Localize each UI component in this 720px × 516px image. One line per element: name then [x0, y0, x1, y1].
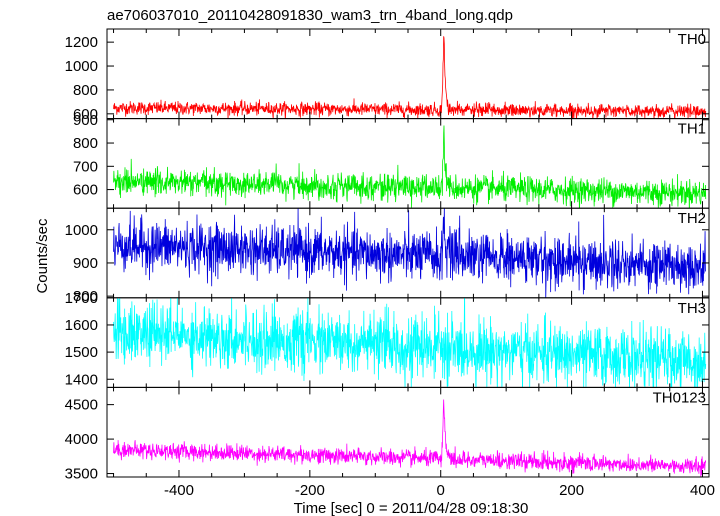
y-tick-label: 1400: [65, 371, 98, 388]
series-line-th0: [113, 36, 707, 119]
series-line-th0123: [113, 399, 707, 477]
panel-th0123: 3500 4000 4500 TH0123: [65, 386, 710, 483]
y-tick-label: 600: [73, 182, 98, 199]
chart-title: ae706037010_20110428091830_wam3_trn_4ban…: [107, 7, 513, 24]
series-label-th0: TH0: [678, 31, 706, 48]
series-label-th1: TH1: [678, 121, 706, 138]
panel-frame: [106, 386, 710, 478]
y-tick-label: 800: [73, 288, 98, 305]
panel-th1: 600 700 800 900 TH1: [73, 112, 710, 209]
series-line-th3: [113, 297, 707, 388]
y-tick-label: 1200: [65, 34, 98, 51]
y-tick-label: 600: [73, 106, 98, 123]
y-tick-label: 800: [73, 82, 98, 99]
x-tick-label: -400: [164, 482, 194, 499]
y-tick-label: 4000: [65, 431, 98, 448]
x-tick-label: -200: [295, 482, 325, 499]
panel-th0: 600 800 1000 1200 TH0: [65, 28, 710, 123]
panel-th3: 1400 1500 1600 1700 TH3: [65, 290, 710, 388]
y-axis-label: Counts/sec: [34, 218, 51, 294]
y-tick-label: 1000: [65, 58, 98, 75]
x-axis-label: Time [sec] 0 = 2011/04/28 09:18:30: [294, 500, 529, 516]
y-tick-label: 1500: [65, 344, 98, 361]
x-tick-label: 200: [559, 482, 584, 499]
x-axis: -400 -200 0 200 400: [164, 482, 715, 499]
y-tick-label: 1600: [65, 317, 98, 334]
y-tick-label: 3500: [65, 466, 98, 483]
series-line-th2: [113, 208, 707, 298]
x-tick-label: 400: [690, 482, 715, 499]
y-tick-label: 1700: [65, 290, 98, 307]
y-tick-label: 700: [73, 158, 98, 175]
y-tick-label: 900: [73, 255, 98, 272]
series-label-th0123: TH0123: [653, 389, 706, 406]
y-tick-label: 900: [73, 112, 98, 129]
y-tick-label: 1000: [65, 222, 98, 239]
series-label-th3: TH3: [678, 300, 706, 317]
panels: 600 800 1000 1200 TH0 600 700 800 900 TH1 800 900 10…: [65, 28, 710, 483]
panel-th2: 800 900 1000 TH2: [65, 207, 710, 305]
series-label-th2: TH2: [678, 210, 706, 227]
y-tick-label: 4500: [65, 397, 98, 414]
series-line-th1: [113, 125, 707, 209]
x-tick-label: 0: [437, 482, 445, 499]
y-tick-label: 800: [73, 135, 98, 152]
